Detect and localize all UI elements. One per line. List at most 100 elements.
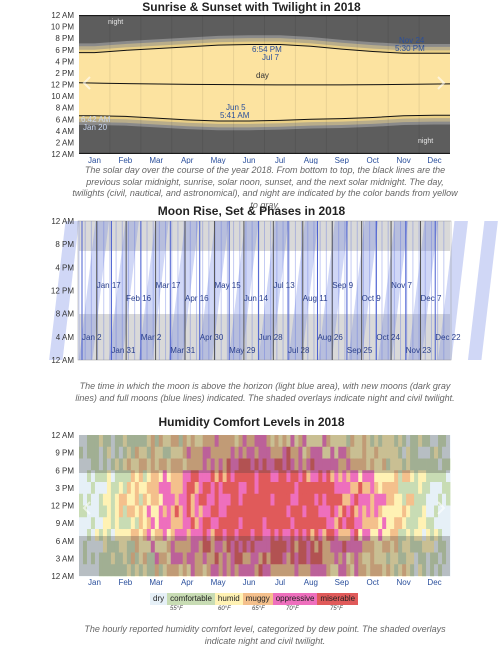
humidity-cell [266, 470, 271, 483]
humidity-cell [270, 505, 275, 518]
humidity-cell [198, 470, 204, 483]
humidity-cell [134, 529, 140, 542]
humidity-cell [178, 458, 184, 471]
humidity-cell [342, 493, 347, 506]
humidity-cell [282, 564, 287, 577]
humidity-cell [322, 470, 327, 483]
humidity-cell [406, 458, 411, 471]
humidity-cell [362, 505, 367, 518]
humidity-chart: 12 AM 3 AM 6 AM 9 AM 12 PM 3 PM 6 PM 9 PM 12 AM J… [51, 431, 451, 587]
humidity-cell [82, 564, 88, 577]
full-moon-label: Dec 22 [435, 333, 461, 342]
humidity-cell [434, 458, 439, 471]
humidity-cell [422, 458, 427, 471]
humidity-cell [354, 446, 359, 459]
humidity-cell [198, 482, 204, 495]
humidity-cell [362, 529, 367, 542]
humidity-cell [422, 517, 427, 530]
humidity-cell [390, 458, 395, 471]
humidity-cell [86, 493, 92, 506]
humidity-cell [346, 446, 351, 459]
humidity-cell [106, 458, 112, 471]
humidity-cell [234, 564, 239, 577]
humidity-cell [326, 458, 331, 471]
humidity-cell [122, 435, 128, 448]
humidity-cell [202, 458, 208, 471]
humidity-cell [254, 529, 259, 542]
new-moon-label: Feb 16 [126, 294, 151, 303]
humidity-cell [270, 482, 275, 495]
humidity-cell [250, 493, 255, 506]
humidity-cell [414, 529, 419, 542]
humidity-cell [214, 540, 220, 553]
humidity-cell [262, 529, 267, 542]
humidity-cell [310, 552, 315, 565]
humidity-cell [406, 505, 411, 518]
threshold-label: 75°F [330, 606, 343, 612]
humidity-cell [138, 458, 144, 471]
humidity-cell [334, 505, 339, 518]
humidity-cell [82, 446, 88, 459]
humidity-cell [122, 517, 128, 530]
humidity-cell [234, 470, 239, 483]
sunset-line [79, 44, 450, 54]
humidity-cell [366, 540, 371, 553]
humidity-cell [314, 529, 319, 542]
humidity-cell [382, 529, 387, 542]
humidity-cell [98, 482, 104, 495]
humidity-cell [222, 505, 228, 518]
humidity-cell [206, 517, 212, 530]
humidity-cell [334, 564, 339, 577]
humidity-cell [79, 552, 84, 565]
humidity-cell [294, 470, 299, 483]
humidity-cell [258, 540, 263, 553]
humidity-cell [186, 446, 192, 459]
humidity-cell [274, 564, 279, 577]
humidity-cell [414, 505, 419, 518]
humidity-cell [158, 482, 164, 495]
humidity-cell [446, 446, 451, 459]
humidity-cell [266, 493, 271, 506]
humidity-cell [426, 493, 431, 506]
humidity-cell [262, 458, 267, 471]
humidity-cell [326, 517, 331, 530]
humidity-cell [202, 435, 208, 448]
humidity-cell [86, 458, 92, 471]
moon-visible-area [467, 221, 498, 360]
humidity-cell [214, 470, 220, 483]
full-moon-label: May 29 [229, 346, 256, 355]
humidity-cell [290, 505, 295, 518]
humidity-cell [446, 517, 451, 530]
humidity-cell [382, 493, 387, 506]
humidity-cell [302, 446, 307, 459]
humidity-cell [342, 505, 347, 518]
humidity-cell [290, 517, 295, 530]
humidity-cell [414, 458, 419, 471]
moon-visible-area [138, 221, 169, 360]
humidity-cell [342, 552, 347, 565]
humidity-cell [290, 529, 295, 542]
humidity-cell [122, 540, 128, 553]
moon-y-tick-label: 4 PM [55, 263, 74, 272]
humidity-cell [134, 564, 140, 577]
humidity-cell [286, 470, 291, 483]
humidity-cell [114, 540, 120, 553]
humidity-cell [442, 446, 447, 459]
humidity-cell [274, 470, 279, 483]
humidity-cell [166, 540, 172, 553]
humidity-cell [158, 517, 164, 530]
humidity-cell [82, 505, 88, 518]
humidity-cell [222, 540, 228, 553]
humidity-cell [274, 446, 279, 459]
humidity-cell [382, 446, 387, 459]
humidity-cell [334, 493, 339, 506]
humidity-cell [130, 435, 136, 448]
humidity-cell [94, 505, 100, 518]
humidity-night-overlay-bottom [79, 536, 450, 576]
humidity-cell [122, 552, 128, 565]
humidity-x-tick-label: Apr [181, 578, 194, 587]
humidity-cell [98, 493, 104, 506]
humidity-cell [414, 552, 419, 565]
humidity-cell [410, 446, 415, 459]
humidity-cell [102, 529, 108, 542]
